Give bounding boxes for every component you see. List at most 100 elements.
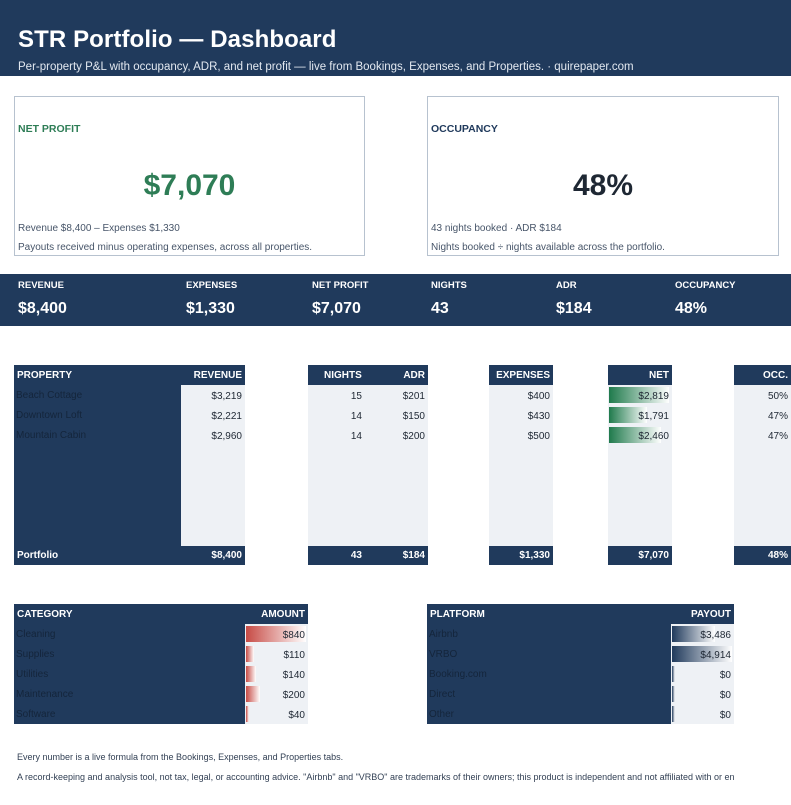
platform-name: Airbnb <box>429 629 458 640</box>
table-footer: Portfolio $8,400 <box>14 546 245 565</box>
header-adr: ADR <box>403 370 425 381</box>
property-name: Beach Cottage <box>16 390 83 401</box>
platform-amount: $3,486 <box>700 630 731 641</box>
table-header: NIGHTS ADR <box>308 365 428 385</box>
footer-portfolio-label: Portfolio <box>17 550 59 561</box>
platform-amounts-area: $3,486 $4,914 $0 $0 $0 <box>671 624 734 724</box>
header-net: NET <box>649 370 669 381</box>
nights-cell: 14 <box>350 411 362 422</box>
platform-bar <box>672 646 732 662</box>
footer-occ: 48% <box>767 550 788 561</box>
platform-name: Booking.com <box>429 669 487 680</box>
net-cell: $2,460 <box>638 431 669 442</box>
summary-label: REVENUE <box>18 280 64 291</box>
page-title: STR Portfolio — Dashboard <box>18 26 337 53</box>
category-name: Utilities <box>16 669 49 680</box>
table-header: EXPENSES <box>489 365 553 385</box>
header-platform: PLATFORM <box>430 609 485 620</box>
occ-cell: 50% <box>767 391 788 402</box>
footer-expenses: $1,330 <box>519 550 550 561</box>
category-amount: $40 <box>288 710 305 721</box>
category-bar <box>246 666 256 682</box>
summary-label: NIGHTS <box>431 280 467 291</box>
header-property: PROPERTY <box>17 370 73 381</box>
occupancy-card-value: 48% <box>572 169 634 202</box>
occupancy-table: OCC. 50% 47% 47% 48% <box>734 365 791 565</box>
category-amounts-area: $840 $110 $140 $200 $40 <box>245 624 308 724</box>
net-table: NET $2,819 $1,791 $2,460 $7,070 <box>608 365 672 565</box>
expenses-values-area: $400 $430 $500 <box>489 385 553 546</box>
adr-cell: $200 <box>402 431 425 442</box>
adr-cell: $201 <box>402 391 425 402</box>
property-revenue-table: PROPERTY REVENUE Beach Cottage Downtown … <box>14 365 245 565</box>
revenue-cell: $2,221 <box>211 411 242 422</box>
expenses-cell: $430 <box>527 411 550 422</box>
summary-label: EXPENSES <box>186 280 238 291</box>
occupancy-card: OCCUPANCY 48% 43 nights booked · ADR $18… <box>427 96 779 256</box>
header-occ: OCC. <box>763 370 788 381</box>
header-nights: NIGHTS <box>324 370 362 381</box>
platform-names-area: Airbnb VRBO Booking.com Direct Other <box>427 624 671 724</box>
net-bar <box>609 407 647 423</box>
category-bar <box>246 626 306 642</box>
category-name: Supplies <box>16 649 55 660</box>
table-header: OCC. <box>734 365 791 385</box>
net-profit-card: NET PROFIT $7,070 Revenue $8,400 – Expen… <box>14 96 365 256</box>
platform-amount: $0 <box>719 710 731 721</box>
platform-name: Other <box>429 709 455 720</box>
platform-bar <box>672 626 715 642</box>
net-profit-card-note: Payouts received minus operating expense… <box>18 242 313 253</box>
net-cell: $1,791 <box>638 411 669 422</box>
category-amount: $840 <box>282 630 305 641</box>
property-names-area: Beach Cottage Downtown Loft Mountain Cab… <box>14 385 181 546</box>
table-footer: $7,070 <box>608 546 672 565</box>
table-footer: $1,330 <box>489 546 553 565</box>
platform-name: Direct <box>429 689 456 700</box>
net-profit-card-breakdown: Revenue $8,400 – Expenses $1,330 <box>18 223 180 234</box>
platform-amount: $4,914 <box>700 650 731 661</box>
occupancy-card-breakdown: 43 nights booked · ADR $184 <box>431 223 562 234</box>
summary-label: OCCUPANCY <box>675 280 736 291</box>
header-payout: PAYOUT <box>690 609 731 620</box>
occ-cell: 47% <box>767 411 788 422</box>
summary-value: $8,400 <box>18 300 67 317</box>
dashboard-header: STR Portfolio — Dashboard Per-property P… <box>0 0 791 76</box>
table-header: NET <box>608 365 672 385</box>
table-header: CATEGORY AMOUNT <box>14 604 308 624</box>
platform-bar <box>672 666 675 682</box>
footer-net: $7,070 <box>638 550 669 561</box>
net-bar <box>609 387 669 403</box>
adr-cell: $150 <box>402 411 425 422</box>
footer-nights: 43 <box>350 550 362 561</box>
summary-value: 48% <box>675 300 708 317</box>
expenses-cell: $500 <box>527 431 550 442</box>
expense-category-table: CATEGORY AMOUNT Cleaning Supplies Utilit… <box>14 604 308 724</box>
revenue-cell: $2,960 <box>211 431 242 442</box>
category-name: Software <box>16 709 56 720</box>
category-amount: $200 <box>282 690 305 701</box>
expenses-cell: $400 <box>527 391 550 402</box>
header-expenses: EXPENSES <box>496 370 550 381</box>
category-amount: $140 <box>282 670 305 681</box>
summary-value: $1,330 <box>186 300 235 317</box>
footer-adr: $184 <box>402 550 425 561</box>
category-amount: $110 <box>283 650 305 661</box>
net-profit-card-value: $7,070 <box>143 169 236 202</box>
platform-payout-table: PLATFORM PAYOUT Airbnb VRBO Booking.com … <box>427 604 734 724</box>
platform-bar <box>672 686 675 702</box>
category-bar <box>246 646 254 662</box>
platform-name: VRBO <box>429 649 458 660</box>
category-name: Cleaning <box>16 629 56 640</box>
category-names-area: Cleaning Supplies Utilities Maintenance … <box>14 624 245 724</box>
nights-adr-values-area: 15 $201 14 $150 14 $200 <box>308 385 428 546</box>
expenses-table: EXPENSES $400 $430 $500 $1,330 <box>489 365 553 565</box>
table-footer: 43 $184 <box>308 546 428 565</box>
property-name: Downtown Loft <box>16 410 83 421</box>
header-amount: AMOUNT <box>261 609 305 620</box>
occ-cell: 47% <box>767 431 788 442</box>
header-category: CATEGORY <box>17 609 73 620</box>
category-name: Maintenance <box>16 689 74 700</box>
net-cell: $2,819 <box>638 391 669 402</box>
table-header: PLATFORM PAYOUT <box>427 604 734 624</box>
platform-amount: $0 <box>719 670 731 681</box>
